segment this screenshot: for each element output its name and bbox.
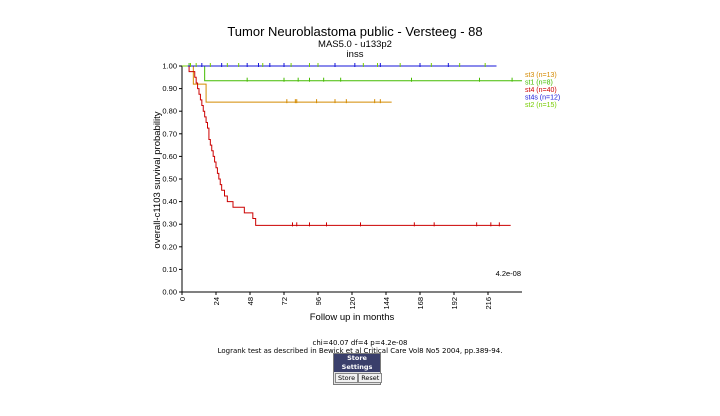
x-tick-label: 48: [246, 297, 255, 305]
y-axis-label: overall-c1103 survival probability: [152, 111, 163, 248]
x-tick-label: 72: [280, 297, 289, 305]
chart-subtitle: MAS5.0 - u133p2: [318, 39, 392, 50]
y-tick-label: 0.50: [162, 175, 177, 184]
x-tick-label: 0: [178, 297, 187, 301]
store-button[interactable]: Store: [335, 373, 359, 383]
legend-entry: st3 (n=13): [525, 72, 557, 79]
y-tick-label: 0.00: [162, 288, 177, 297]
y-tick-label: 0.80: [162, 107, 177, 116]
y-tick-label: 0.70: [162, 129, 177, 138]
series-group: [182, 63, 522, 227]
x-tick-label: 192: [450, 297, 459, 310]
y-tick-label: 0.10: [162, 265, 177, 274]
x-tick-label: 120: [348, 297, 357, 310]
series-2: [182, 65, 511, 227]
series-4: [182, 63, 486, 67]
series-0: [182, 65, 392, 104]
legend-entry: st4s (n=12): [525, 95, 560, 102]
axes: 0.00 0.10 0.20 0.30 0.40 0.50 0.60 0.70 0.80 0.90…: [162, 62, 522, 310]
series-line: [182, 65, 511, 226]
x-tick-label: 216: [484, 297, 493, 310]
chart-title: Tumor Neuroblastoma public - Versteeg - …: [227, 24, 482, 39]
y-tick-label: 1.00: [162, 62, 177, 71]
legend-entry: st2 (n=15): [525, 102, 557, 109]
x-tick-label: 96: [314, 297, 323, 305]
x-axis-label: Follow up in months: [310, 312, 395, 323]
survival-chart: Tumor Neuroblastoma public - Versteeg - …: [152, 24, 560, 323]
y-tick-label: 0.20: [162, 242, 177, 251]
legend-entry: st1 (n=8): [525, 80, 553, 87]
series-3: [182, 63, 497, 67]
logrank-note: Logrank test as described in Bewick et a…: [217, 347, 503, 355]
series-line: [182, 65, 522, 82]
stats-line: chi=40.07 df=4 p=4.2e-08: [312, 339, 408, 347]
legend-entry: st4 (n=40): [525, 87, 557, 94]
series-line: [182, 65, 392, 103]
y-tick-label: 0.60: [162, 152, 177, 161]
x-tick-label: 24: [212, 297, 221, 305]
store-settings-panel: Store Settings Store Reset: [333, 353, 383, 385]
x-tick-label: 144: [382, 297, 391, 310]
reset-button[interactable]: Reset: [358, 373, 383, 383]
y-tick-label: 0.40: [162, 197, 177, 206]
legend: st3 (n=13)st1 (n=8)st4 (n=40)st4s (n=12)…: [525, 72, 560, 109]
x-tick-label: 168: [416, 297, 425, 310]
y-tick-label: 0.90: [162, 84, 177, 93]
chart-subtitle-2: inss: [347, 49, 364, 60]
y-tick-label: 0.30: [162, 220, 177, 229]
store-settings-header: Store Settings: [334, 354, 380, 372]
p-value-label: 4.2e-08: [496, 269, 521, 278]
